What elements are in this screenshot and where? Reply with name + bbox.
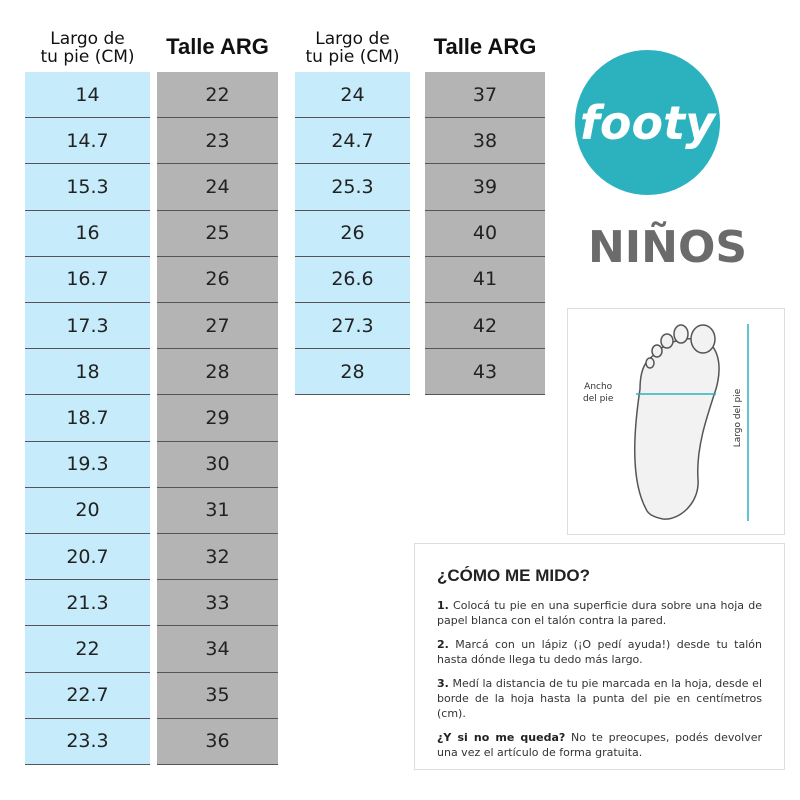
table-cell: 23.3 [25, 718, 150, 765]
table-cell: 19.3 [25, 441, 150, 488]
header-line: Talle ARG [433, 34, 537, 59]
table-cell: 30 [157, 441, 278, 488]
column-header: Largo de tu pie (CM) [295, 30, 410, 66]
table-cell: 20 [25, 487, 150, 534]
table-cell: 38 [425, 118, 545, 165]
table-cell: 28 [157, 349, 278, 396]
table-cell: 22.7 [25, 672, 150, 719]
logo-text: footy [579, 95, 716, 150]
step-text: Medí la distancia de tu pie marcada en l… [437, 677, 763, 720]
table-cell: 25.3 [295, 164, 410, 211]
step-lead: ¿Y si no me queda? [437, 731, 566, 744]
column-header: Talle ARG [425, 34, 545, 59]
header-line: tu pie (CM) [305, 47, 400, 67]
table-cell: 25 [157, 210, 278, 257]
step: 1. Colocá tu pie en una superficie dura … [437, 598, 762, 628]
table-cell: 14 [25, 72, 150, 119]
table-cell: 22 [157, 72, 278, 119]
header-line: Largo de [315, 29, 390, 49]
step: 2. Marcá con un lápiz (¡O pedí ayuda!) d… [437, 637, 762, 667]
instructions-title: ¿CÓMO ME MIDO? [437, 566, 590, 585]
table-cell: 22 [25, 626, 150, 673]
table-cell: 18 [25, 349, 150, 396]
table-cell: 27.3 [295, 303, 410, 350]
step-text: Marcá con un lápiz (¡O pedí ayuda!) desd… [437, 638, 762, 666]
table-cell: 26 [295, 210, 410, 257]
category: NIÑOS [587, 222, 748, 273]
table-cell: 16 [25, 210, 150, 257]
step-lead: 2. [437, 638, 449, 651]
table-cell: 39 [425, 164, 545, 211]
step-lead: 3. [437, 677, 449, 690]
table-cell: 42 [425, 303, 545, 350]
step-lead: 1. [437, 599, 449, 612]
table-cell: 27 [157, 303, 278, 350]
header-line: Largo de [50, 29, 125, 49]
length-label: Largo del pie [733, 388, 743, 448]
table-cell: 32 [157, 534, 278, 581]
table-cell: 24 [157, 164, 278, 211]
foot-diagram: Ancho del pie Largo del pie [567, 308, 785, 535]
instructions: ¿CÓMO ME MIDO? 1. Colocá tu pie en una s… [414, 543, 785, 770]
table-cell: 28 [295, 349, 410, 396]
table-cell: 26.6 [295, 256, 410, 303]
table-cell: 23 [157, 118, 278, 165]
table-cell: 26 [157, 256, 278, 303]
table-cell: 43 [425, 349, 545, 396]
table-cell: 18.7 [25, 395, 150, 442]
logo: footy [575, 50, 720, 195]
table-cell: 34 [157, 626, 278, 673]
table-cell: 17.3 [25, 303, 150, 350]
column-header: Talle ARG [157, 34, 278, 59]
step: 3. Medí la distancia de tu pie marcada e… [437, 676, 762, 721]
step-text: No te preocupes, podés devolver una vez … [437, 731, 762, 759]
table-cell: 37 [425, 72, 545, 119]
foot-svg [634, 324, 749, 521]
step: ¿Y si no me queda? No te preocupes, podé… [437, 730, 762, 760]
column-header: Largo de tu pie (CM) [25, 30, 150, 66]
table-cell: 35 [157, 672, 278, 719]
table-cell: 36 [157, 718, 278, 765]
table-cell: 33 [157, 580, 278, 627]
table-cell: 31 [157, 487, 278, 534]
table-cell: 41 [425, 256, 545, 303]
width-label-line: del pie [583, 394, 614, 404]
width-label-line: Ancho [584, 382, 613, 392]
steps: 1. Colocá tu pie en una superficie dura … [437, 598, 762, 760]
table-cell: 24.7 [295, 118, 410, 165]
table-cell: 15.3 [25, 164, 150, 211]
header-line: Talle ARG [166, 34, 269, 59]
table-cell: 40 [425, 210, 545, 257]
width-label: Ancho del pie [583, 381, 613, 405]
table-cell: 14.7 [25, 118, 150, 165]
header-line: tu pie (CM) [40, 47, 135, 67]
table-cell: 21.3 [25, 580, 150, 627]
step-text: Colocá tu pie en una superficie dura sob… [437, 599, 762, 627]
table-cell: 16.7 [25, 256, 150, 303]
table-cell: 24 [295, 72, 410, 119]
table-cell: 29 [157, 395, 278, 442]
table-cell: 20.7 [25, 534, 150, 581]
